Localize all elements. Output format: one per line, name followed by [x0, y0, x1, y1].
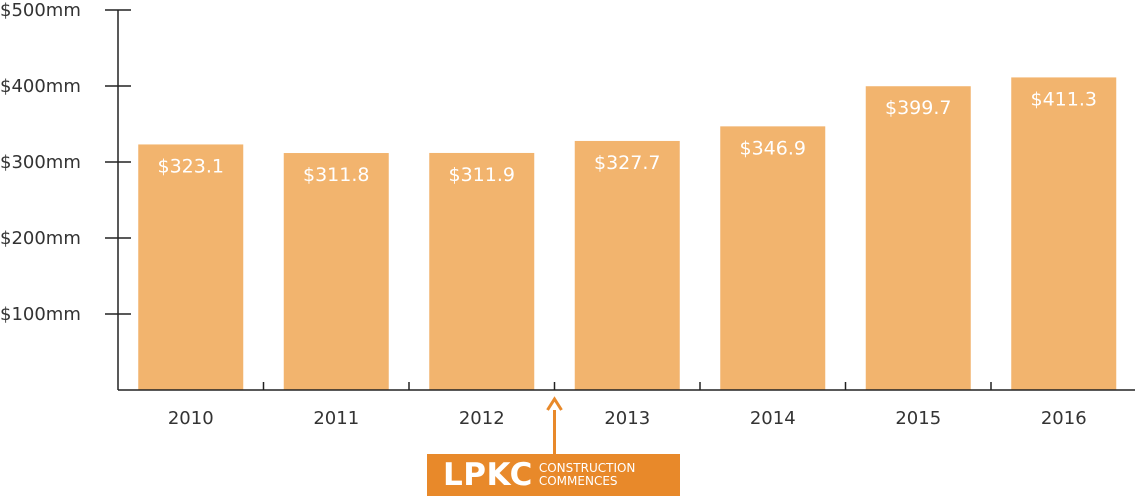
axes-group: $100mm $200mm $300mm $400mm $500mm 2010 2011 20…	[0, 0, 1135, 429]
bar-2010	[138, 144, 244, 390]
callout-subtitle: CONSTRUCTION COMMENCES	[539, 462, 636, 488]
y-tick-label-500: $500mm	[0, 0, 81, 21]
bar-2013	[574, 140, 680, 390]
x-tick-label-2013: 2013	[604, 408, 650, 429]
bar-value-label-2014: $346.9	[740, 137, 806, 159]
annotation-arrow-group	[546, 396, 563, 454]
y-tick-label-400: $400mm	[0, 76, 81, 97]
bar-2011	[283, 153, 389, 390]
bar-value-label-2012: $311.9	[449, 164, 515, 186]
bar-value-label-2013: $327.7	[594, 152, 660, 174]
x-tick-label-2016: 2016	[1041, 408, 1087, 429]
callout-line-2: COMMENCES	[538, 474, 618, 488]
bar-value-label-2015: $399.7	[885, 97, 951, 119]
bar-value-label-2016: $411.3	[1031, 88, 1097, 110]
x-tick-label-2015: 2015	[895, 408, 941, 429]
bars-group: $323.1 $311.8 $311.9 $327.7 $346.9 $399.7 $411…	[138, 77, 1117, 391]
bar-2012	[429, 152, 535, 390]
construction-callout: LPKC CONSTRUCTION COMMENCES	[427, 454, 680, 496]
callout-line-1: CONSTRUCTION	[538, 461, 636, 475]
y-tick-label-300: $300mm	[0, 152, 81, 173]
callout-title: LPKC	[443, 457, 533, 493]
bar-2014	[720, 126, 826, 390]
bar-2016	[1011, 77, 1117, 391]
bar-2015	[865, 86, 971, 390]
x-tick-label-2010: 2010	[168, 408, 214, 429]
annotation-arrow-head	[546, 396, 563, 411]
bar-value-label-2010: $323.1	[158, 155, 224, 177]
x-tick-label-2011: 2011	[313, 408, 359, 429]
x-tick-label-2012: 2012	[459, 408, 505, 429]
x-tick-label-2014: 2014	[750, 408, 796, 429]
y-tick-label-100: $100mm	[0, 304, 81, 325]
y-tick-label-200: $200mm	[0, 228, 81, 249]
bar-value-label-2011: $311.8	[303, 164, 369, 186]
